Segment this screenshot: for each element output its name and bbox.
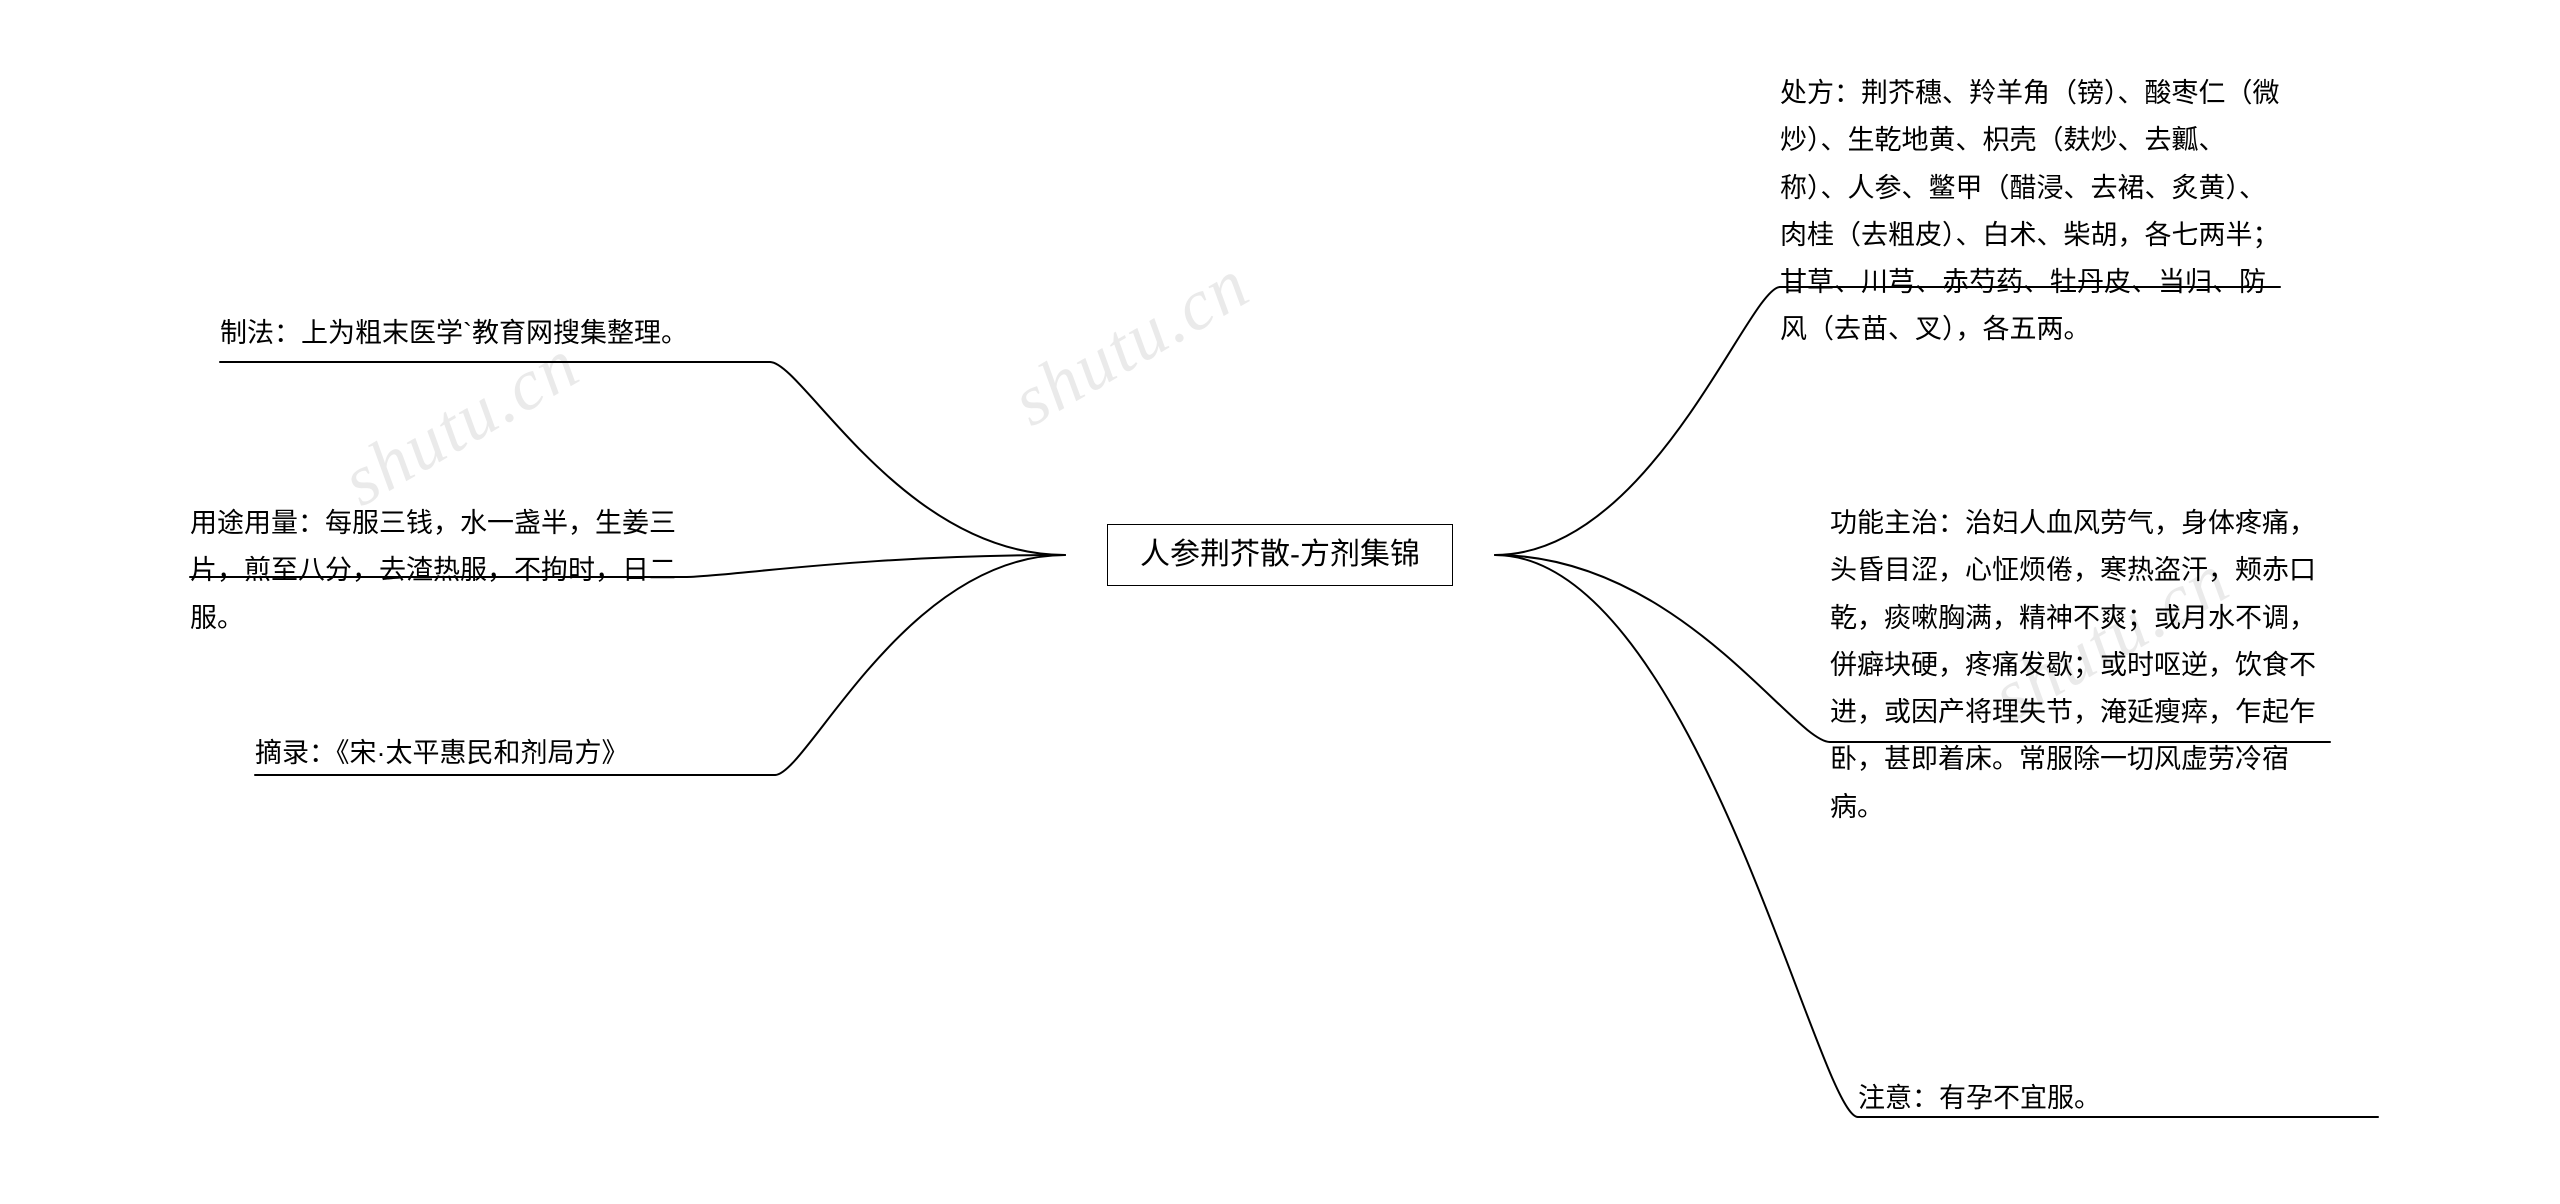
mindmap-canvas: 人参荆芥散-方剂集锦 制法：上为粗末医学`教育网搜集整理。 用途用量：每服三钱，…: [0, 0, 2560, 1204]
leaf-chufang: 处方：荆芥穗、羚羊角（镑）、酸枣仁（微炒）、生乾地黄、枳壳（麸炒、去瓤、称）、人…: [1780, 70, 2280, 354]
leaf-zhailu: 摘录：《宋·太平惠民和剂局方》: [255, 730, 775, 777]
center-node: 人参荆芥散-方剂集锦: [1107, 524, 1453, 586]
watermark: shutu.cn: [999, 242, 1264, 443]
leaf-yongtu: 用途用量：每服三钱，水一盏半，生姜三片，煎至八分，去渣热服，不拘时，日二服。: [190, 500, 685, 642]
leaf-gongneng: 功能主治：治妇人血风劳气，身体疼痛，头昏目涩，心怔烦倦，寒热盗汗，颊赤口乾，痰嗽…: [1830, 500, 2330, 831]
leaf-zhifa: 制法：上为粗末医学`教育网搜集整理。: [220, 310, 770, 357]
leaf-zhuyi: 注意：有孕不宜服。: [1858, 1075, 2378, 1122]
